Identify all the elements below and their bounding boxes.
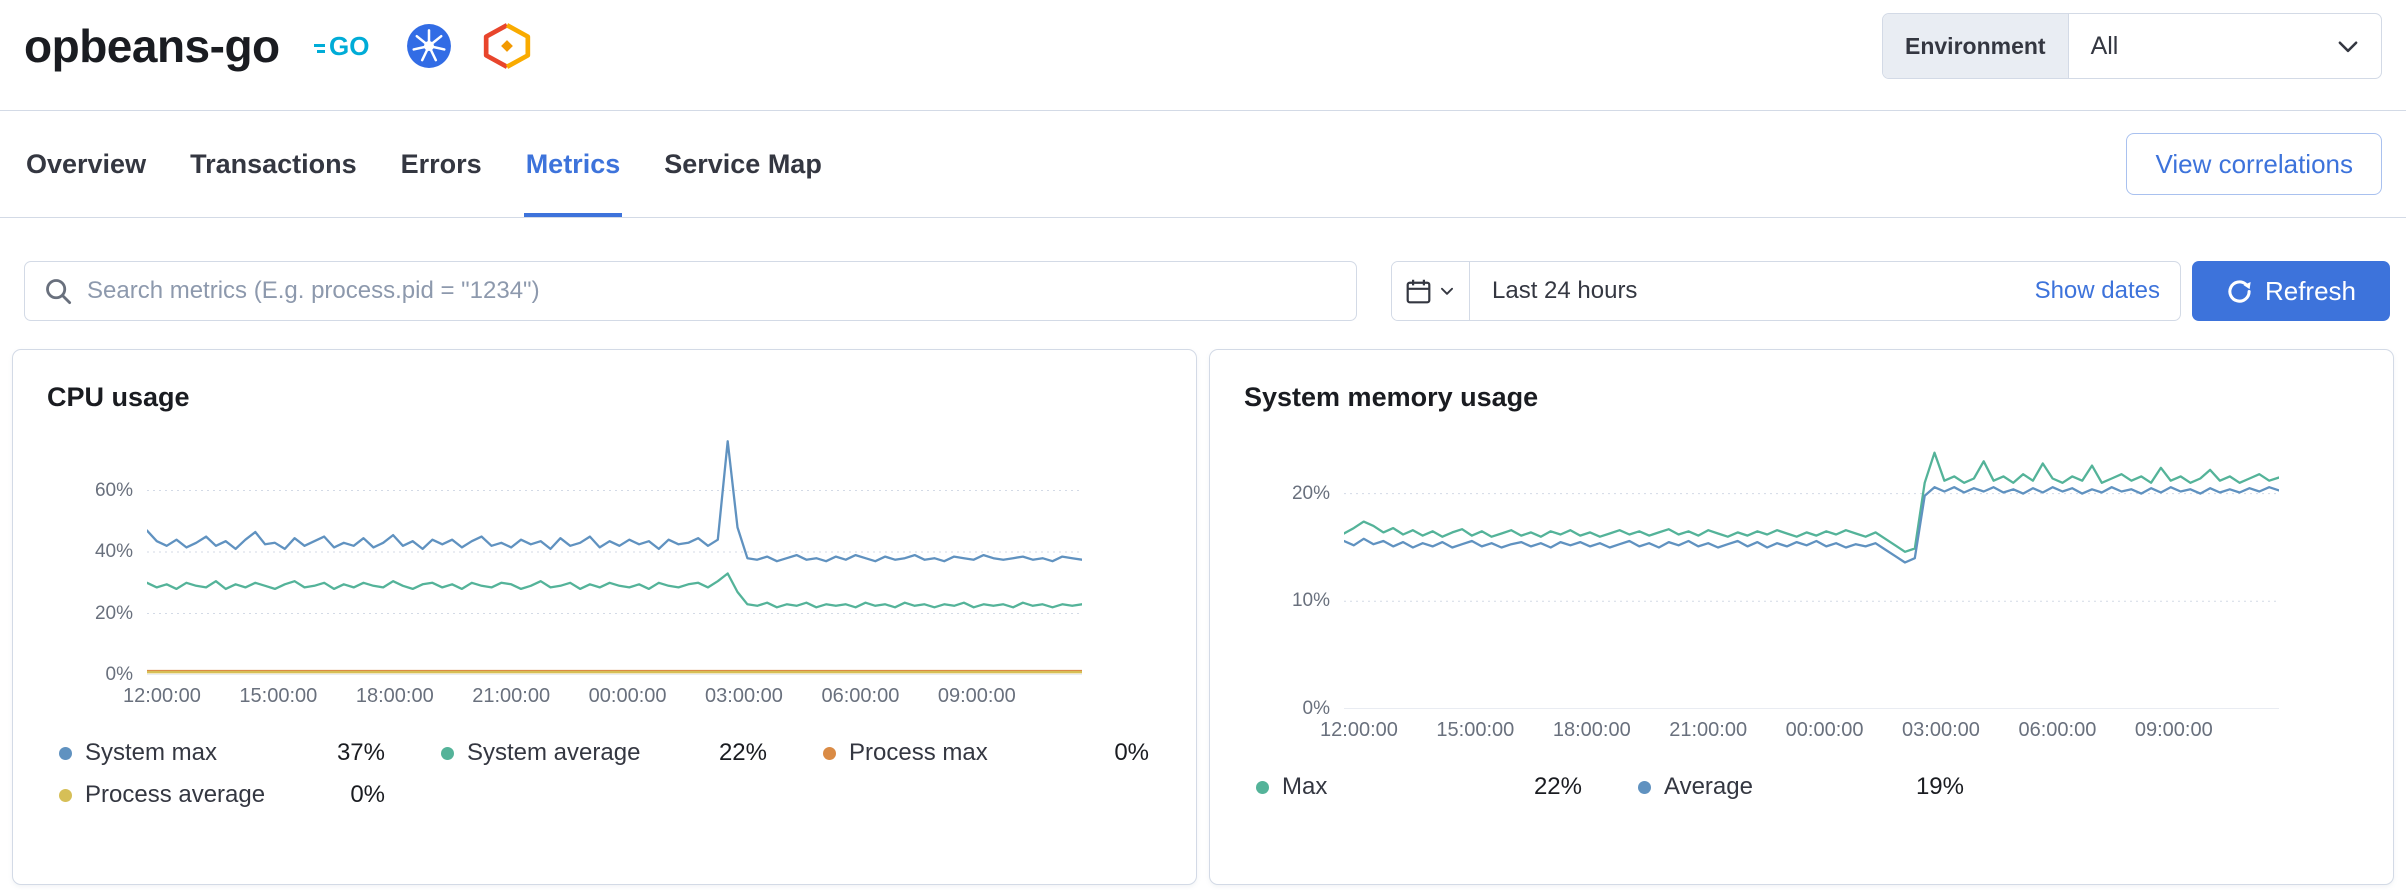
search-metrics-input[interactable] (87, 277, 1338, 305)
date-picker-group: Last 24 hours Show dates (1391, 261, 2181, 321)
metrics-toolbar: Last 24 hours Show dates Refresh (0, 261, 2406, 321)
y-tick-label: 20% (1291, 482, 1330, 504)
y-axis: 0% 20% 40% 60% (47, 429, 147, 686)
y-axis: 0% 10% 20% (1244, 429, 1344, 719)
legend-color-dot (1638, 780, 1651, 794)
legend-label: Process average (85, 781, 266, 808)
calendar-dropdown-button[interactable] (1392, 262, 1470, 320)
environment-value[interactable]: All (2090, 31, 2119, 60)
refresh-icon (2226, 278, 2253, 305)
legend-item-average[interactable]: Average 19% (1638, 773, 1964, 801)
legend-color-dot (59, 788, 72, 802)
legend-color-dot (59, 746, 72, 760)
tab-errors[interactable]: Errors (400, 148, 482, 179)
view-correlations-button[interactable]: View correlations (2126, 133, 2382, 195)
tab-overview[interactable]: Overview (26, 148, 147, 179)
x-tick-label: 18:00:00 (355, 685, 434, 707)
legend-item-system-max[interactable]: System max 37% (59, 739, 385, 767)
x-tick-label: 09:00:00 (2134, 719, 2213, 741)
x-tick-label: 12:00:00 (123, 685, 201, 707)
x-axis: 12:00:00 15:00:00 18:00:00 21:00:00 00:00:00… (1320, 719, 2279, 747)
legend-label: System average (467, 739, 641, 766)
x-tick-label: 03:00:00 (705, 685, 783, 707)
legend-color-dot (441, 746, 454, 760)
show-dates-button[interactable]: Show dates (2034, 277, 2160, 304)
memory-usage-chart (1342, 429, 2281, 710)
service-icons: GO (313, 23, 532, 69)
x-tick-label: 18:00:00 (1552, 719, 1631, 741)
y-tick-label: 0% (1302, 698, 1330, 719)
tab-service-map[interactable]: Service Map (664, 148, 822, 179)
legend-value: 37% (336, 739, 385, 766)
x-tick-label: 09:00:00 (937, 685, 1016, 707)
legend-value: 22% (718, 739, 767, 766)
tab-metrics[interactable]: Metrics (523, 111, 623, 217)
x-tick-label: 15:00:00 (1436, 719, 1515, 741)
x-tick-label: 00:00:00 (588, 685, 667, 707)
kubernetes-icon (406, 23, 452, 69)
cpu-usage-card: CPU usage 0% 20% 40% 60% 12:00:00 15:00:00 18… (12, 349, 1197, 885)
legend-label: Process max (849, 739, 988, 766)
x-tick-label: 12:00:00 (1320, 719, 1398, 741)
charts-grid: CPU usage 0% 20% 40% 60% 12:00:00 15:00:00 18… (0, 349, 2406, 885)
legend-item-process-max[interactable]: Process max 0% (823, 739, 1149, 767)
memory-usage-card: System memory usage 0% 10% 20% 12:00:00 15:… (1209, 349, 2394, 885)
legend-value: 22% (1533, 773, 1582, 800)
chart-title: System memory usage (1244, 382, 1539, 412)
service-title: opbeans-go (24, 20, 280, 72)
page-header: opbeans-go GO (0, 0, 2406, 111)
x-tick-label: 03:00:00 (1902, 719, 1980, 741)
tab-nav: Overview Transactions Errors Metrics Service… (0, 111, 2406, 218)
chart-legend: System max 37% System average 22% Process ma… (59, 739, 1162, 809)
search-icon (43, 276, 73, 306)
svg-text:GO: GO (329, 31, 369, 61)
chevron-down-icon (2335, 14, 2381, 78)
legend-item-system-average[interactable]: System average 22% (441, 739, 767, 767)
x-tick-label: 21:00:00 (472, 685, 551, 707)
x-tick-label: 15:00:00 (239, 685, 318, 707)
refresh-button-label: Refresh (2264, 275, 2357, 306)
search-box[interactable] (24, 261, 1357, 321)
y-tick-label: 60% (94, 479, 133, 501)
y-tick-label: 40% (94, 541, 133, 562)
legend-label: System max (85, 739, 218, 766)
go-icon: GO (313, 29, 376, 63)
chart-legend: Max 22% Average 19% (1256, 773, 2359, 801)
date-range-display[interactable]: Last 24 hours (1492, 277, 1638, 304)
y-tick-label: 20% (94, 602, 133, 624)
legend-value: 0% (350, 781, 385, 808)
y-tick-label: 10% (1291, 590, 1330, 612)
legend-item-max[interactable]: Max 22% (1256, 773, 1582, 801)
chevron-down-icon (1438, 282, 1456, 300)
cloud-provider-icon (482, 23, 532, 69)
environment-label: Environment (1883, 14, 2069, 78)
chart-title: CPU usage (47, 382, 190, 412)
refresh-button[interactable]: Refresh (2192, 261, 2390, 321)
x-tick-label: 00:00:00 (1785, 719, 1864, 741)
legend-item-process-average[interactable]: Process average 0% (59, 781, 385, 809)
x-tick-label: 06:00:00 (821, 685, 900, 707)
legend-label: Max (1282, 773, 1328, 800)
legend-color-dot (1256, 780, 1269, 794)
environment-select[interactable]: Environment All (1882, 13, 2382, 79)
tab-transactions[interactable]: Transactions (190, 148, 357, 179)
calendar-icon (1405, 278, 1432, 305)
x-tick-label: 21:00:00 (1669, 719, 1748, 741)
x-tick-label: 06:00:00 (2018, 719, 2097, 741)
legend-value: 0% (1114, 739, 1149, 766)
legend-label: Average (1664, 773, 1753, 800)
y-tick-label: 0% (105, 664, 133, 685)
tab-bar: Overview Transactions Errors Metrics Service… (24, 111, 824, 217)
legend-value: 19% (1915, 773, 1964, 800)
legend-color-dot (823, 746, 836, 760)
x-axis: 12:00:00 15:00:00 18:00:00 21:00:00 00:00:00… (123, 685, 1082, 713)
cpu-usage-chart (145, 429, 1084, 676)
